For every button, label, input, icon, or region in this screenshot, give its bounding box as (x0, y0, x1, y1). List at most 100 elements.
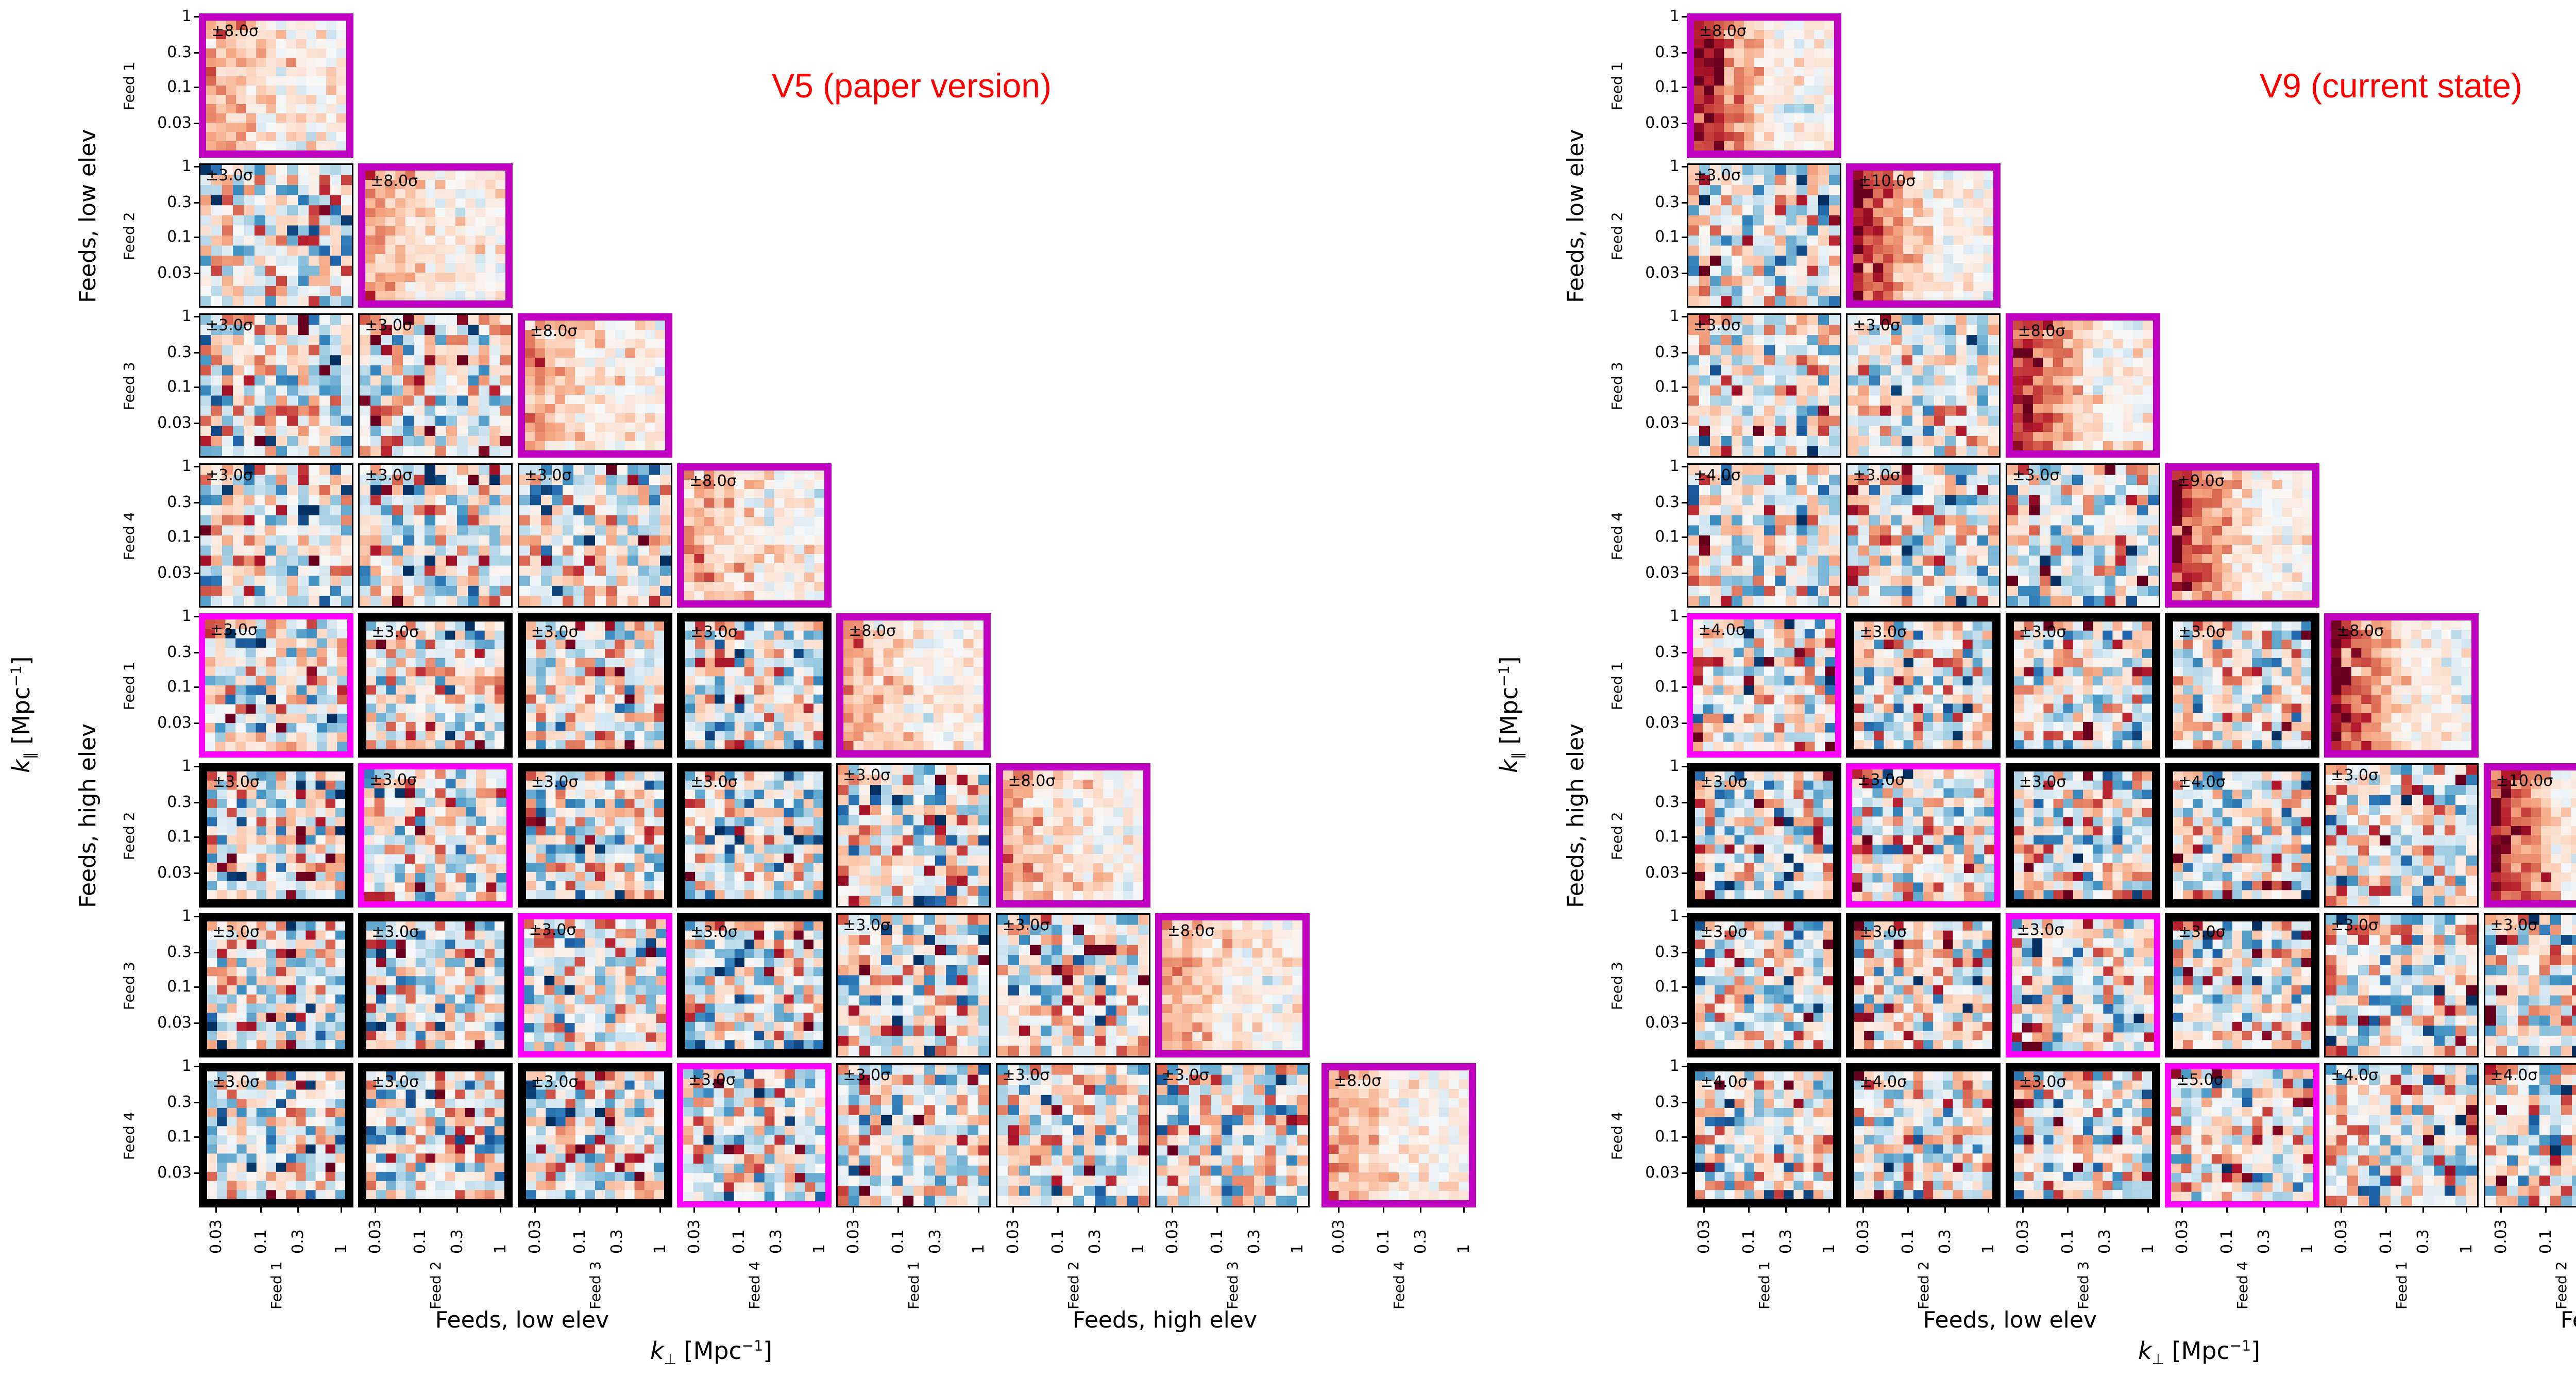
heatmap-cell (1082, 798, 1093, 808)
heatmap-cell (468, 556, 479, 566)
heatmap-cell (236, 808, 247, 818)
heatmap-cell (695, 1013, 705, 1022)
heatmap-cell (526, 890, 536, 899)
heatmap-cell (215, 666, 226, 677)
heatmap-cell (1032, 789, 1043, 799)
heatmap-cell (754, 658, 765, 668)
heatmap-cell (457, 475, 468, 485)
heatmap-cell (256, 939, 267, 949)
heatmap-cell (319, 395, 331, 406)
heatmap-cell (256, 930, 267, 941)
heatmap-cell (744, 939, 755, 949)
heatmap-cell (392, 495, 403, 506)
heatmap-cell (468, 365, 479, 376)
heatmap-cell (392, 556, 403, 566)
heatmap-cell (526, 703, 536, 713)
heatmap-cell (500, 375, 512, 386)
heatmap-cell (565, 835, 575, 845)
heatmap-cell (734, 780, 745, 791)
heatmap-cell (309, 225, 320, 236)
heatmap-cell (276, 949, 286, 959)
heatmap-cell (405, 863, 416, 874)
heatmap-cell (425, 406, 436, 416)
heatmap-cell (298, 296, 309, 306)
heatmap-cell (605, 957, 616, 967)
heatmap-cell (551, 585, 563, 597)
heatmap-cell (794, 563, 805, 573)
heatmap-cell (734, 591, 745, 600)
heatmap-cell (714, 471, 725, 480)
heatmap-cell (426, 703, 436, 713)
heatmap-cell (276, 406, 287, 416)
heatmap-cell (519, 545, 531, 556)
heatmap-cell (255, 495, 266, 506)
heatmap-cell (415, 189, 426, 199)
heatmap-cell (276, 596, 287, 606)
heatmap-cell (233, 345, 244, 356)
heatmap-cell (774, 890, 784, 899)
heatmap-cell (744, 890, 755, 899)
heatmap-cell (838, 876, 849, 886)
heatmap-cell (870, 795, 882, 805)
heatmap-cell (375, 807, 385, 817)
heatmap-cell (266, 21, 277, 30)
heatmap-cell (286, 141, 297, 150)
heatmap-cell (973, 723, 984, 732)
heatmap-cell (924, 785, 936, 796)
heatmap-cell (859, 896, 871, 906)
heatmap-cell (595, 835, 605, 845)
heatmap-cell (236, 771, 247, 781)
y-tick-mark (194, 315, 199, 317)
heatmap-cell (625, 985, 636, 995)
heatmap-cell (724, 731, 735, 741)
heatmap-cell (565, 808, 575, 818)
heatmap-cell (764, 976, 774, 986)
heatmap-cell (764, 676, 774, 686)
heatmap-cell (217, 921, 227, 931)
heatmap-cell (403, 485, 414, 496)
heatmap-cell (227, 890, 238, 899)
heatmap-cell (445, 1031, 456, 1040)
heatmap-cell (465, 245, 476, 255)
heatmap-cell (584, 556, 596, 566)
heatmap-cell (435, 245, 446, 255)
heatmap-cell (414, 345, 425, 356)
heatmap-cell (265, 335, 277, 346)
heatmap-cell (654, 676, 664, 686)
heatmap-cell (734, 713, 745, 723)
heatmap-cell (222, 276, 233, 287)
heatmap-cell (319, 256, 331, 266)
heatmap-cell (803, 658, 814, 668)
heatmap-cell (605, 348, 616, 358)
heatmap-cell (804, 554, 815, 564)
heatmap-cell (614, 808, 625, 818)
heatmap-cell (724, 582, 735, 592)
heatmap-cell (523, 1042, 534, 1051)
heatmap-cell (227, 1013, 238, 1022)
heatmap-cell (315, 799, 326, 809)
heatmap-cell (803, 994, 814, 1004)
heatmap-cell (207, 930, 217, 941)
heatmap-cell (774, 554, 785, 564)
heatmap-cell (455, 713, 466, 723)
heatmap-cell (784, 703, 794, 713)
heatmap-cell (425, 395, 436, 406)
heatmap-cell (485, 208, 496, 217)
heatmap-cell (646, 1013, 656, 1023)
heatmap-cell (336, 86, 346, 95)
heatmap-cell (1093, 845, 1104, 854)
heatmap-cell (445, 930, 456, 941)
heatmap-cell (705, 853, 715, 863)
heatmap-cell (226, 76, 236, 86)
heatmap-cell (714, 554, 725, 564)
row-feed-label: Feed 2 (121, 812, 138, 860)
heatmap-cell (615, 413, 625, 423)
heatmap-cell (479, 576, 490, 586)
heatmap-cell (535, 376, 546, 386)
heatmap-cell (555, 826, 566, 836)
heatmap-cell (217, 958, 227, 968)
heatmap-cell (903, 805, 914, 816)
heatmap-cell (222, 525, 233, 536)
heatmap-cell (200, 236, 212, 246)
panel-r7-c3: ±3.0σ (517, 913, 672, 1057)
